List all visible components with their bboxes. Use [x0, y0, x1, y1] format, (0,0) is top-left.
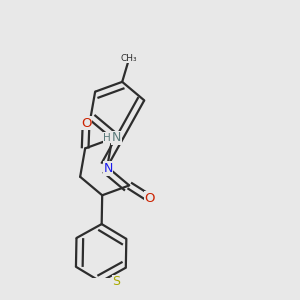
Text: S: S	[112, 275, 121, 288]
Text: N: N	[112, 131, 121, 144]
Text: O: O	[145, 192, 155, 205]
Text: N: N	[103, 162, 113, 175]
Text: H: H	[103, 133, 111, 142]
Text: O: O	[81, 117, 91, 130]
Text: CH₃: CH₃	[121, 54, 137, 63]
